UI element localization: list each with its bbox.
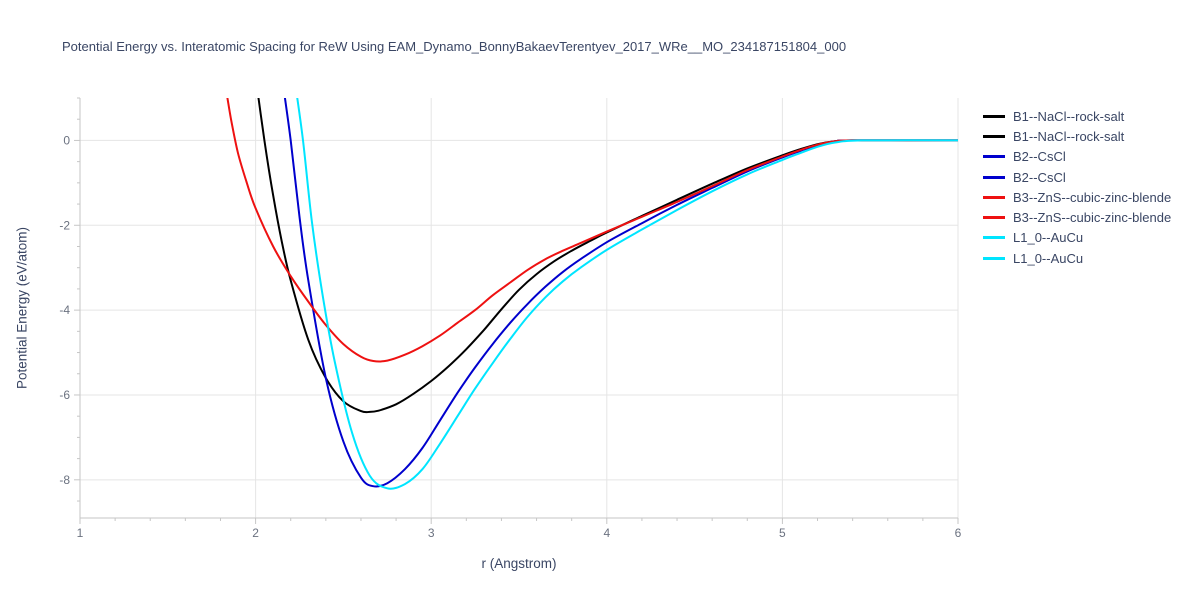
legend-item: L1_0--AuCu	[983, 228, 1171, 248]
legend-item: B3--ZnS--cubic-zinc-blende	[983, 187, 1171, 207]
legend-label: B1--NaCl--rock-salt	[1013, 108, 1125, 124]
legend-swatch	[983, 195, 1005, 199]
legend-label: B3--ZnS--cubic-zinc-blende	[1013, 189, 1172, 205]
legend-label: B1--NaCl--rock-salt	[1013, 128, 1125, 144]
y-tick-label: -8	[59, 473, 70, 487]
y-axis-label: Potential Energy (eV/atom)	[14, 226, 30, 390]
y-tick-label: -6	[59, 388, 70, 402]
x-tick-label: 6	[955, 526, 962, 540]
legend-label: B2--CsCl	[1013, 149, 1066, 165]
x-tick-label: 4	[603, 526, 610, 540]
x-tick-label: 5	[779, 526, 786, 540]
x-tick-label: 1	[77, 526, 84, 540]
ticks	[74, 97, 959, 524]
legend-swatch	[983, 155, 1005, 159]
series-line-L1_0--AuCu	[296, 98, 958, 490]
legend-item: B3--ZnS--cubic-zinc-blende	[983, 207, 1171, 227]
x-tick-label: 2	[252, 526, 259, 540]
legend-item: B2--CsCl	[983, 147, 1171, 167]
legend-item: B2--CsCl	[983, 167, 1171, 187]
legend-swatch	[983, 236, 1005, 240]
series-line-B3--ZnS--cubic-zinc-blende	[226, 98, 958, 363]
series	[226, 98, 958, 490]
x-tick-label: 3	[428, 526, 435, 540]
legend-label: L1_0--AuCu	[1013, 230, 1084, 246]
legend-swatch	[983, 216, 1005, 220]
legend-label: B2--CsCl	[1013, 169, 1066, 185]
series-line-B1--NaCl--rock-salt	[257, 98, 958, 414]
legend-item: B1--NaCl--rock-salt	[983, 126, 1171, 146]
legend: B1--NaCl--rock-salt B1--NaCl--rock-salt B2…	[983, 106, 1171, 268]
y-tick-label: -2	[59, 218, 70, 232]
legend-swatch	[983, 114, 1005, 118]
series-line-B2--CsCl	[283, 98, 958, 488]
legend-label: L1_0--AuCu	[1013, 250, 1084, 266]
gridlines	[79, 98, 959, 518]
y-tick-label: 0	[63, 133, 70, 147]
legend-item: B1--NaCl--rock-salt	[983, 106, 1171, 126]
legend-swatch	[983, 175, 1005, 179]
tick-labels: 1 2 3 4 5 6 0 -2 -4 -6 -8	[59, 133, 961, 540]
x-axis-label: r (Angstrom)	[481, 556, 557, 571]
axes	[79, 98, 958, 519]
chart-title: Potential Energy vs. Interatomic Spacing…	[62, 39, 847, 54]
legend-swatch	[983, 256, 1005, 260]
legend-item: L1_0--AuCu	[983, 248, 1171, 268]
y-tick-label: -4	[59, 303, 70, 317]
legend-label: B3--ZnS--cubic-zinc-blende	[1013, 210, 1172, 226]
legend-swatch	[983, 134, 1005, 138]
